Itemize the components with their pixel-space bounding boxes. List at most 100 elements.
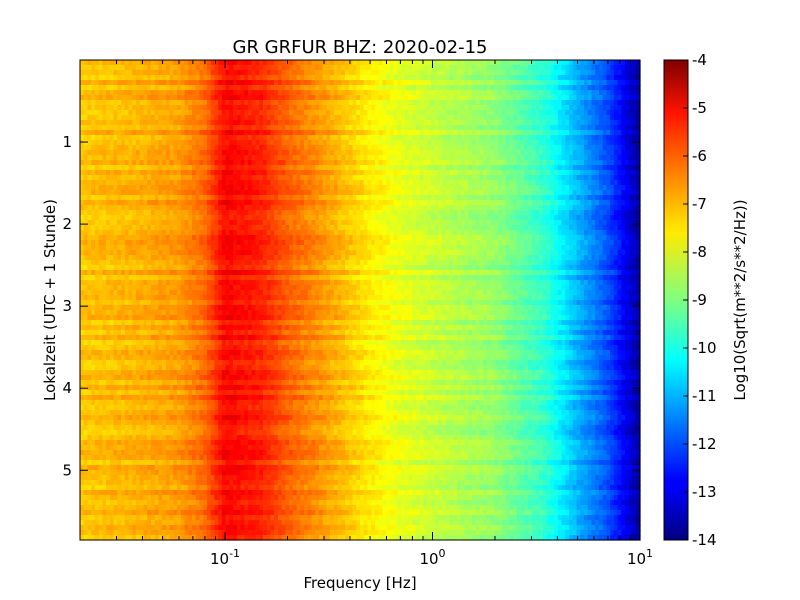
heatmap-cell: [199, 175, 204, 181]
heatmap-cell: [154, 220, 159, 226]
heatmap-cell: [165, 175, 171, 181]
heatmap-cell: [490, 70, 495, 76]
heatmap-cell: [371, 130, 376, 136]
heatmap-cell: [259, 215, 264, 221]
heatmap-cell: [516, 170, 522, 176]
heatmap-cell: [266, 60, 271, 66]
heatmap-cell: [606, 105, 611, 111]
heatmap-cell: [617, 175, 622, 181]
heatmap-cell: [94, 180, 100, 186]
heatmap-cell: [348, 145, 354, 151]
heatmap-cell: [449, 200, 454, 206]
heatmap-cell: [326, 200, 331, 206]
heatmap-cell: [210, 135, 215, 141]
heatmap-cell: [408, 95, 413, 101]
heatmap-cell: [486, 130, 492, 136]
heatmap-cell: [412, 195, 417, 201]
heatmap-cell: [221, 175, 227, 181]
heatmap-cell: [557, 145, 563, 151]
heatmap-cell: [102, 205, 107, 211]
heatmap-cell: [102, 155, 107, 161]
heatmap-cell: [192, 180, 197, 186]
heatmap-cell: [539, 135, 544, 141]
heatmap-cell: [169, 210, 174, 216]
heatmap-cell: [419, 210, 425, 216]
heatmap-cell: [206, 125, 212, 131]
heatmap-cell: [98, 210, 103, 216]
heatmap-cell: [218, 150, 223, 156]
heatmap-cell: [598, 215, 604, 221]
heatmap-cell: [83, 110, 89, 116]
heatmap-cell: [259, 160, 264, 166]
heatmap-cell: [87, 95, 92, 101]
heatmap-cell: [195, 215, 201, 221]
heatmap-cell: [304, 195, 309, 201]
heatmap-cell: [486, 80, 492, 86]
heatmap-cell: [221, 115, 227, 121]
heatmap-cell: [423, 60, 428, 66]
heatmap-cell: [147, 175, 152, 181]
heatmap-cell: [147, 110, 152, 116]
heatmap-cell: [416, 105, 421, 111]
heatmap-cell: [386, 150, 391, 156]
heatmap-cell: [632, 100, 637, 106]
heatmap-cell: [479, 150, 484, 156]
heatmap-cell: [214, 150, 219, 156]
heatmap-cell: [315, 205, 320, 211]
heatmap-cell: [479, 95, 484, 101]
heatmap-cell: [277, 65, 283, 71]
heatmap-cell: [625, 120, 630, 126]
heatmap-cell: [505, 120, 510, 126]
heatmap-cell: [165, 225, 171, 231]
heatmap-cell: [427, 65, 432, 71]
heatmap-cell: [113, 75, 118, 81]
heatmap-cell: [606, 170, 611, 176]
heatmap-cell: [277, 105, 283, 111]
heatmap-cell: [311, 160, 316, 166]
heatmap-cell: [554, 210, 559, 216]
heatmap-cell: [206, 195, 212, 201]
heatmap-cell: [87, 110, 92, 116]
heatmap-cell: [113, 85, 118, 91]
heatmap-cell: [199, 90, 204, 96]
heatmap-cell: [225, 155, 230, 161]
heatmap-cell: [475, 155, 481, 161]
heatmap-cell: [210, 80, 215, 86]
heatmap-cell: [311, 110, 316, 116]
heatmap-cell: [203, 125, 208, 131]
heatmap-cell: [300, 165, 305, 171]
heatmap-cell: [106, 115, 111, 121]
heatmap-cell: [165, 160, 171, 166]
heatmap-cell: [636, 200, 641, 206]
heatmap-cell: [427, 165, 432, 171]
heatmap-cell: [150, 95, 156, 101]
heatmap-cell: [233, 115, 238, 121]
heatmap-cell: [139, 120, 145, 126]
heatmap-cell: [281, 170, 286, 176]
heatmap-cell: [621, 180, 626, 186]
heatmap-cell: [143, 135, 148, 141]
heatmap-cell: [528, 145, 533, 151]
heatmap-cell: [598, 195, 604, 201]
heatmap-cell: [584, 160, 589, 166]
heatmap-cell: [326, 95, 331, 101]
heatmap-cell: [486, 100, 492, 106]
heatmap-cell: [636, 160, 641, 166]
heatmap-cell: [345, 70, 350, 76]
heatmap-cell: [214, 175, 219, 181]
heatmap-cell: [542, 195, 548, 201]
heatmap-cell: [188, 110, 193, 116]
heatmap-cell: [479, 120, 484, 126]
heatmap-cell: [158, 140, 163, 146]
heatmap-cell: [124, 145, 130, 151]
heatmap-cell: [206, 175, 212, 181]
heatmap-cell: [460, 125, 466, 131]
heatmap-cell: [304, 140, 309, 146]
heatmap-cell: [117, 105, 122, 111]
heatmap-cell: [528, 150, 533, 156]
heatmap-cell: [289, 150, 294, 156]
heatmap-cell: [345, 105, 350, 111]
heatmap-cell: [113, 140, 118, 146]
heatmap-cell: [613, 105, 619, 111]
heatmap-cell: [498, 115, 503, 121]
